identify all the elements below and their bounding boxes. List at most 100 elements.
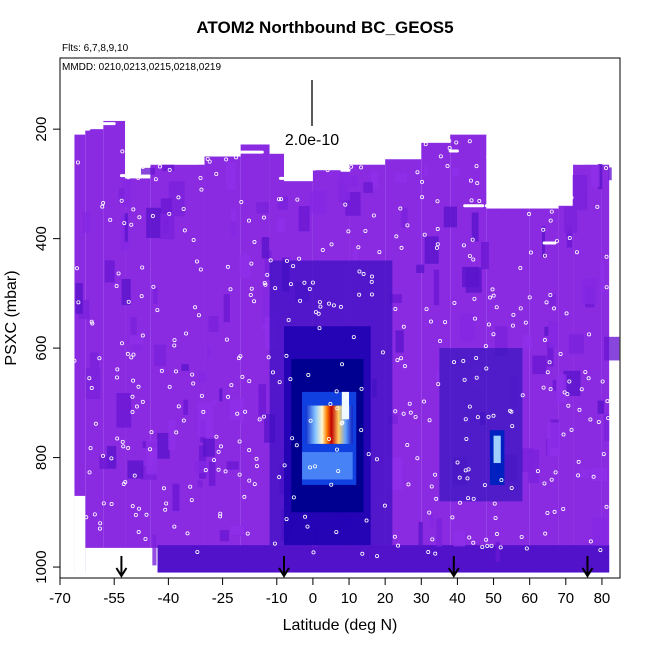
obs-point	[540, 169, 545, 174]
obs-point	[598, 548, 603, 553]
field-cell	[370, 171, 379, 188]
field-cell	[424, 236, 439, 264]
obs-point	[591, 474, 596, 479]
obs-point	[606, 416, 611, 421]
field-cell	[219, 530, 230, 542]
obs-point	[176, 404, 181, 409]
obs-point	[480, 545, 485, 550]
field-column	[74, 134, 86, 573]
obs-point	[139, 294, 144, 299]
obs-point	[72, 358, 77, 363]
field-cell	[597, 400, 605, 414]
obs-point	[461, 243, 466, 248]
obs-point	[254, 456, 259, 461]
obs-point	[563, 142, 568, 147]
obs-point	[194, 259, 199, 264]
obs-point	[203, 468, 208, 473]
field-cell	[424, 164, 428, 177]
obs-point	[413, 415, 418, 420]
obs-point	[188, 484, 193, 489]
field-cell	[160, 198, 173, 215]
obs-point	[600, 379, 605, 384]
obs-point	[119, 341, 124, 346]
obs-point	[588, 417, 593, 422]
field-cell	[168, 420, 176, 451]
field-cell	[140, 167, 156, 175]
obs-point	[605, 399, 610, 404]
obs-point	[89, 319, 94, 324]
obs-point	[471, 257, 476, 262]
obs-point	[74, 266, 79, 271]
y-tick-label: 600	[33, 336, 50, 361]
field-cell	[604, 414, 610, 441]
obs-point	[501, 204, 506, 209]
field-cell	[223, 294, 230, 323]
obs-point	[290, 436, 295, 441]
obs-point	[270, 370, 275, 375]
x-tick-label: 0	[309, 590, 317, 607]
obs-point	[394, 234, 399, 239]
obs-point	[224, 157, 229, 162]
obs-point	[207, 159, 212, 164]
obs-point	[509, 409, 514, 414]
obs-point	[461, 359, 466, 364]
obs-point	[136, 506, 141, 511]
x-tick-label: -55	[103, 590, 125, 607]
obs-point	[297, 256, 302, 261]
obs-point	[303, 514, 308, 519]
obs-point	[101, 201, 106, 206]
obs-point	[254, 464, 259, 469]
obs-point	[393, 307, 398, 312]
profile-arrow-head	[581, 567, 594, 578]
obs-point	[450, 515, 455, 520]
obs-point	[433, 551, 438, 556]
obs-point	[470, 237, 475, 242]
obs-point	[131, 352, 136, 357]
obs-point	[393, 409, 398, 414]
obs-point	[553, 470, 558, 475]
obs-point	[561, 506, 566, 511]
obs-point	[520, 393, 525, 398]
obs-point	[185, 531, 190, 536]
field-cell	[118, 188, 125, 204]
obs-point	[129, 222, 134, 227]
field-cell	[443, 206, 458, 228]
field-cell	[363, 182, 373, 193]
obs-point	[593, 141, 598, 146]
obs-point	[454, 140, 459, 145]
obs-point	[148, 447, 153, 452]
x-tick-label: -40	[158, 590, 180, 607]
obs-point	[286, 317, 291, 322]
obs-point	[588, 539, 593, 544]
field-cell	[590, 468, 607, 481]
obs-point	[469, 198, 474, 203]
field-cell	[99, 455, 110, 470]
obs-point	[519, 534, 524, 539]
field-cell	[198, 371, 207, 383]
field-cell	[309, 190, 327, 214]
obs-point	[97, 356, 102, 361]
obs-point	[420, 195, 425, 200]
field-cell	[495, 541, 501, 562]
obs-point	[369, 292, 374, 297]
obs-point	[401, 411, 406, 416]
obs-point	[284, 517, 289, 522]
field-cell	[181, 364, 189, 371]
obs-point	[307, 286, 312, 291]
obs-point	[334, 530, 339, 535]
obs-point	[140, 265, 145, 270]
obs-point	[326, 437, 331, 442]
field-cell	[590, 164, 600, 188]
obs-point	[246, 218, 251, 223]
x-tick-label: 60	[521, 590, 538, 607]
obs-point	[191, 381, 196, 386]
obs-point	[340, 362, 345, 367]
obs-point	[310, 280, 315, 285]
field-cell	[146, 439, 158, 475]
obs-point	[153, 177, 158, 182]
obs-point	[549, 209, 554, 214]
obs-point	[108, 217, 113, 222]
obs-point	[101, 501, 106, 506]
obs-point	[195, 549, 200, 554]
field-cell	[416, 264, 425, 273]
